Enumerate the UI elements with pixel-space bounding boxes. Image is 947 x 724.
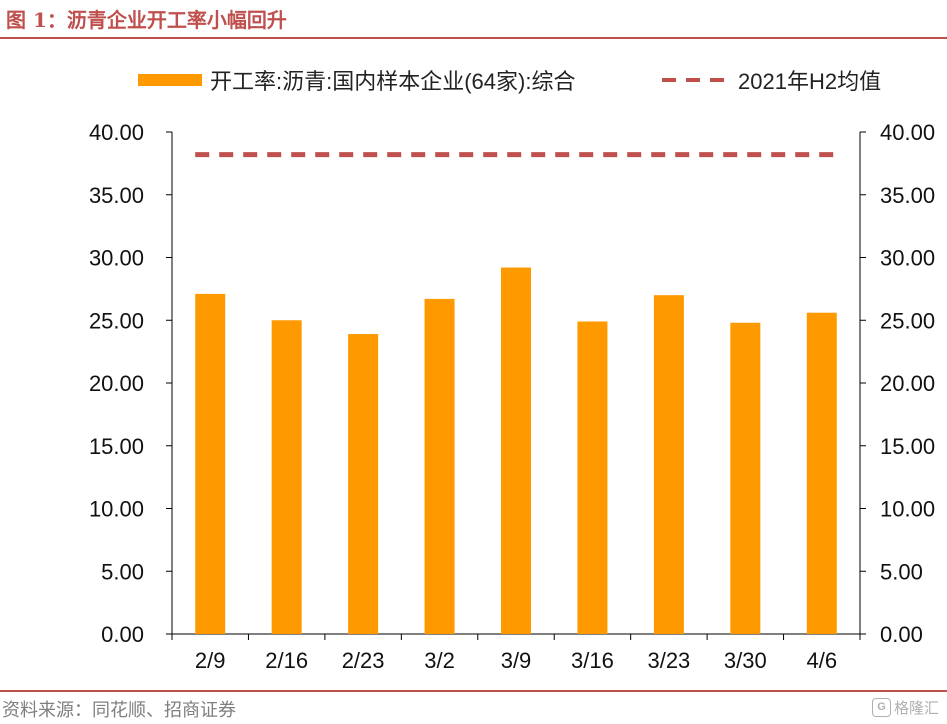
x-tick-label: 4/6 (806, 648, 837, 673)
legend-swatch-dashed-line (662, 78, 730, 82)
y-tick-label-left: 0.00 (101, 622, 144, 647)
bar-3/23 (653, 295, 684, 634)
bar-2/23 (348, 334, 379, 634)
y-tick-label-right: 0.00 (880, 622, 923, 647)
legend-item-bar: 开工率:沥青:国内样本企业(64家):综合 (138, 64, 575, 96)
y-tick-label-left: 10.00 (89, 497, 144, 522)
y-tick-label-left: 35.00 (89, 183, 144, 208)
y-tick-label-left: 40.00 (89, 120, 144, 145)
bar-2/9 (195, 293, 226, 634)
x-tick-label: 3/9 (501, 648, 532, 673)
title-divider (0, 37, 947, 39)
y-tick-label-left: 25.00 (89, 308, 144, 333)
watermark-text: 格隆汇 (893, 700, 939, 717)
y-tick-label-right: 15.00 (880, 434, 935, 459)
y-tick-label-right: 30.00 (880, 246, 935, 271)
x-tick-label: 2/23 (342, 648, 385, 673)
y-tick-label-right: 35.00 (880, 183, 935, 208)
y-tick-label-right: 40.00 (880, 120, 935, 145)
bar-4/6 (806, 312, 837, 634)
y-tick-label-right: 20.00 (880, 371, 935, 396)
legend-label-avg: 2021年H2均值 (738, 69, 882, 94)
x-tick-label: 2/16 (265, 648, 308, 673)
y-tick-label-right: 25.00 (880, 308, 935, 333)
legend-label-bar: 开工率:沥青:国内样本企业(64家):综合 (210, 69, 576, 94)
figure-title: 图 1：沥青企业开工率小幅回升 (6, 8, 287, 32)
y-tick-label-left: 20.00 (89, 371, 144, 396)
bar-3/9 (501, 267, 531, 634)
watermark: G 格隆汇 (871, 697, 939, 718)
y-tick-label-left: 30.00 (89, 246, 144, 271)
bar-2/16 (271, 320, 302, 634)
legend-item-avg: 2021年H2均值 (662, 64, 881, 96)
y-tick-label-left: 15.00 (89, 434, 144, 459)
y-tick-label-left: 5.00 (101, 559, 144, 584)
x-tick-label: 3/16 (571, 648, 614, 673)
x-tick-label: 2/9 (195, 648, 226, 673)
x-tick-label: 3/30 (724, 648, 767, 673)
bar-3/2 (424, 298, 455, 634)
legend-swatch-bar (138, 74, 202, 86)
source-note: 资料来源：同花顺、招商证券 (2, 700, 236, 721)
bar-3/16 (577, 321, 608, 634)
x-tick-label: 3/2 (424, 648, 455, 673)
bar-3/30 (730, 322, 761, 634)
y-tick-label-right: 10.00 (880, 497, 935, 522)
x-tick-label: 3/23 (647, 648, 690, 673)
watermark-logo-icon: G (871, 698, 891, 717)
footer-divider (0, 690, 947, 692)
y-tick-label-right: 5.00 (880, 559, 923, 584)
chart-legend: 开工率:沥青:国内样本企业(64家):综合 2021年H2均值 (0, 64, 947, 96)
bar-chart: 0.00 0.00 5.00 5.00 10.00 10.00 15.00 15.00 20.0… (89, 120, 935, 673)
